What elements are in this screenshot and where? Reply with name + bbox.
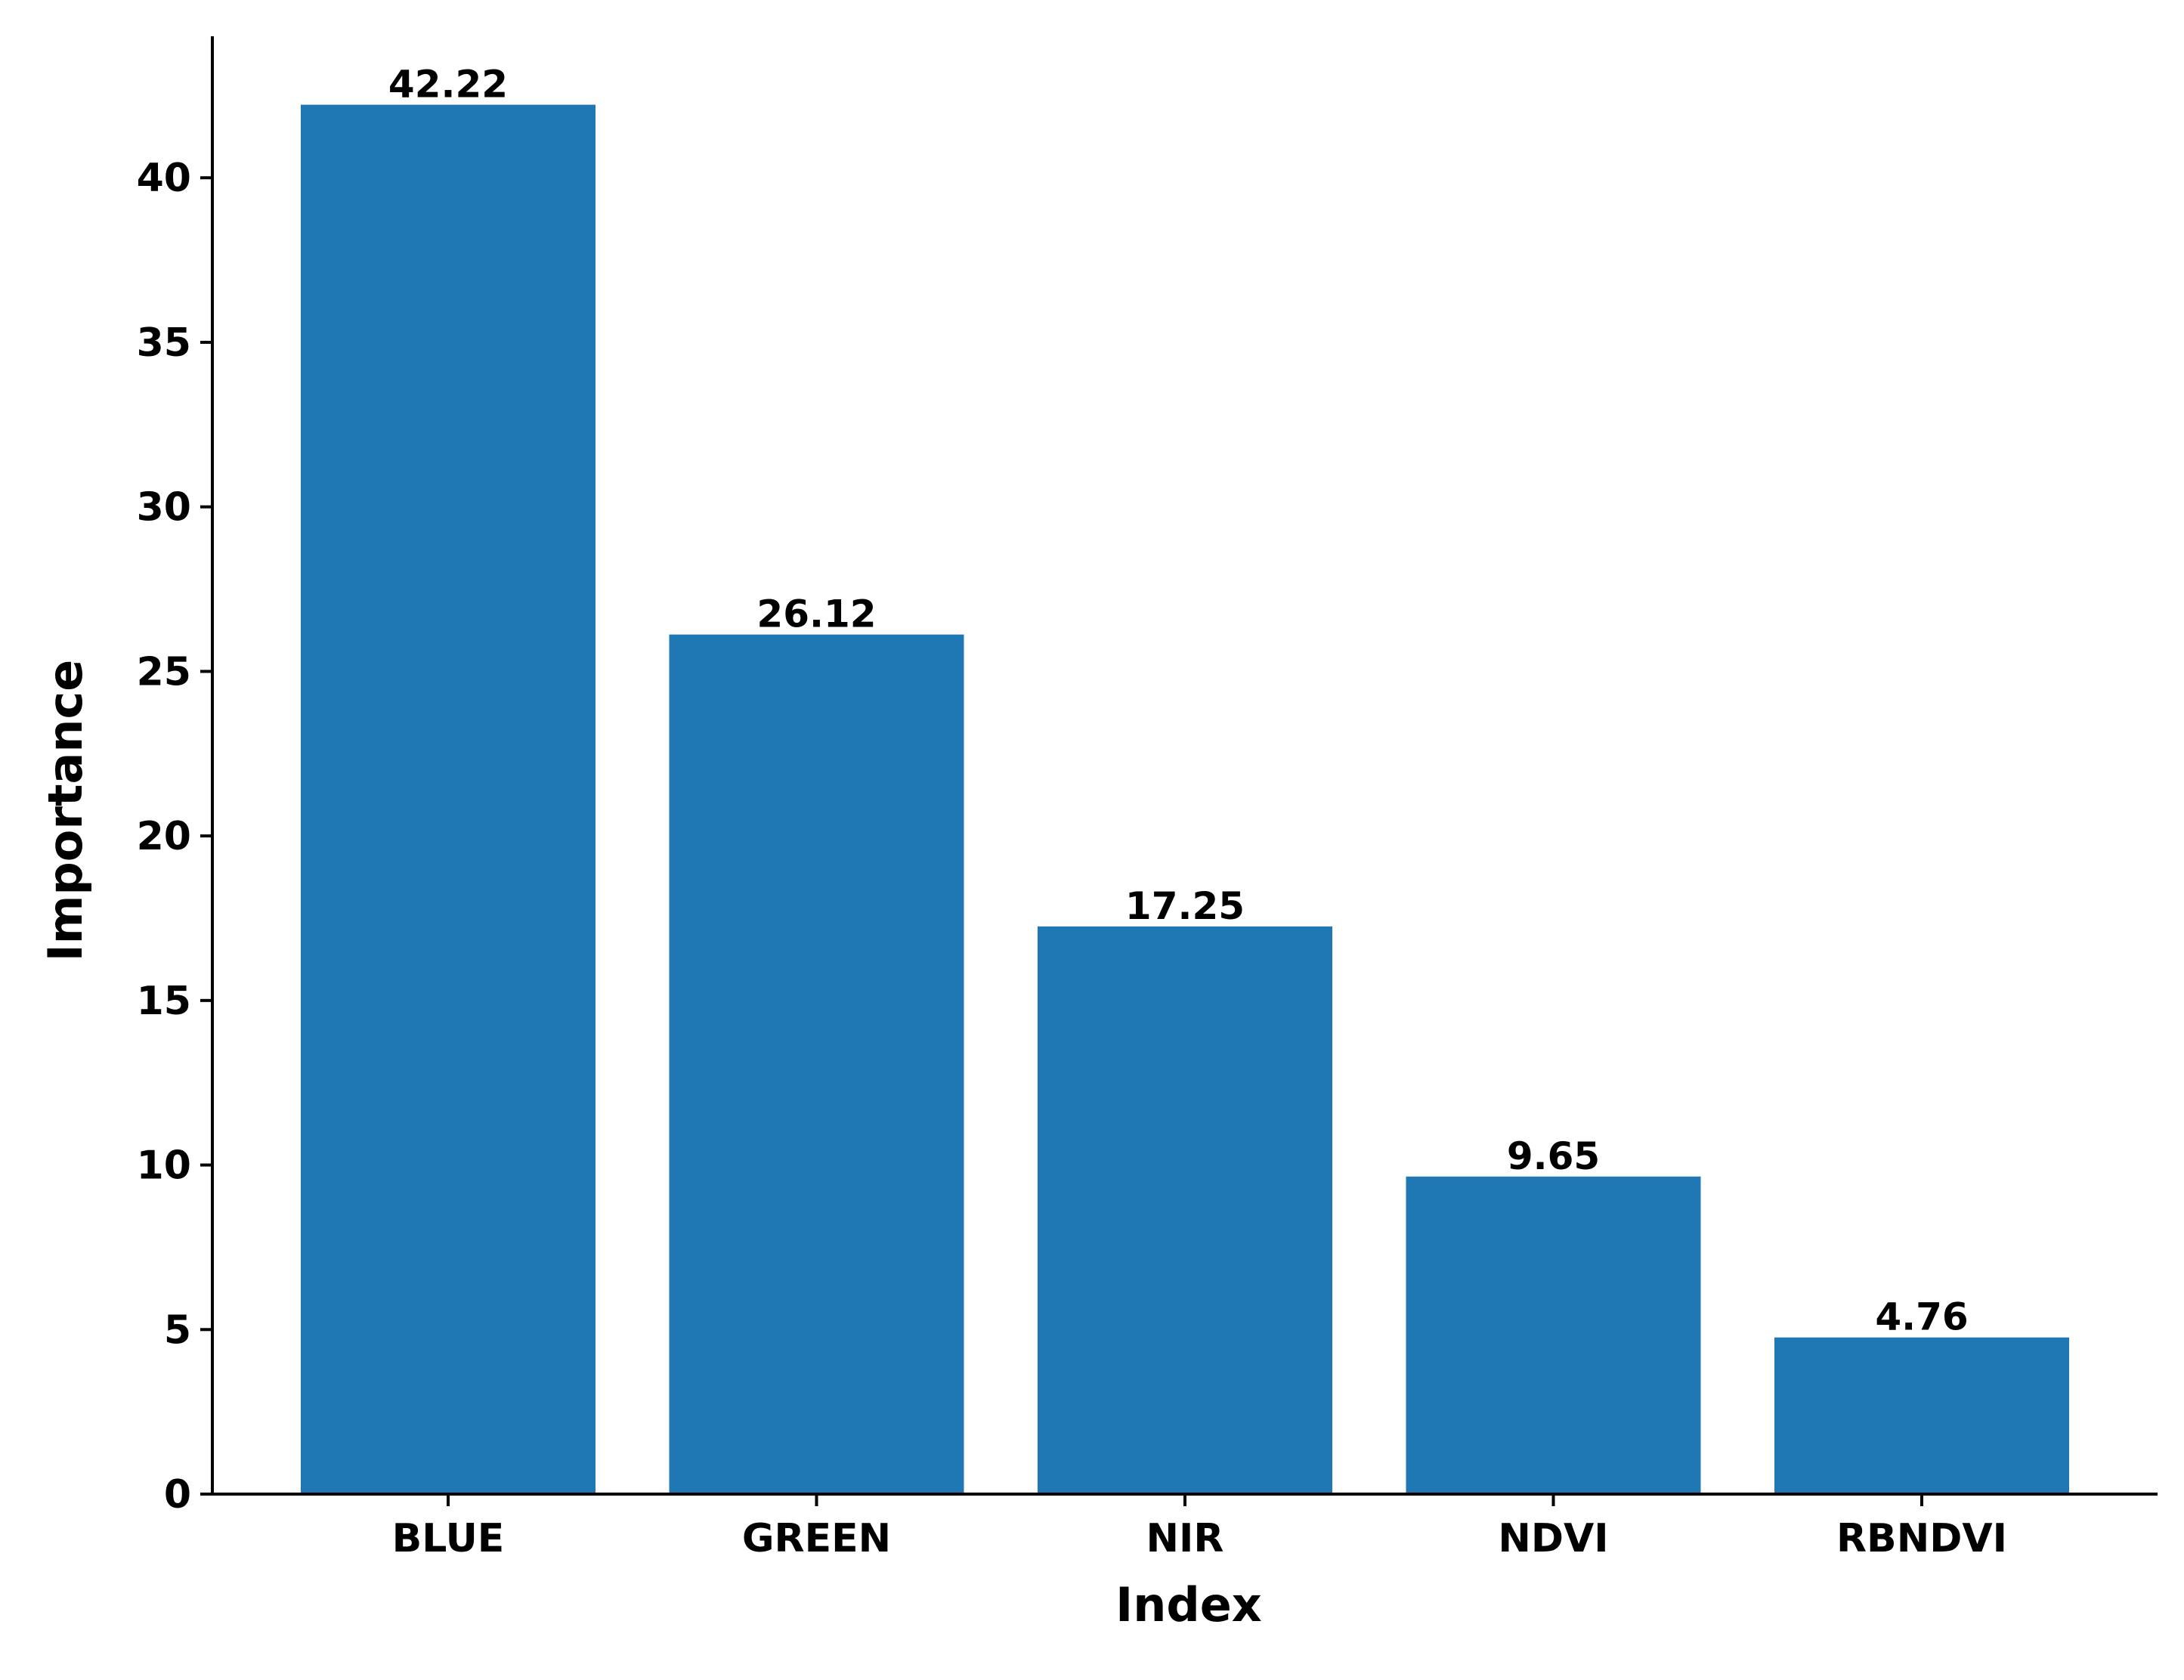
y-axis: 0 5 10 15 20 25 30 35 40 — [137, 36, 214, 1518]
bar-value-label: 42.22 — [388, 63, 508, 107]
y-tick-label: 10 — [137, 1143, 191, 1189]
x-axis-title: Index — [1115, 1577, 1262, 1632]
bar-value-label: 9.65 — [1507, 1134, 1600, 1178]
y-axis-title: Importance — [38, 660, 93, 962]
y-tick-label: 20 — [137, 814, 191, 859]
y-tick-label: 40 — [137, 156, 191, 201]
x-tick-label: NIR — [1146, 1516, 1224, 1561]
bar-value-label: 17.25 — [1125, 884, 1245, 928]
y-tick-label: 25 — [137, 649, 191, 695]
x-tick-label: NDVI — [1498, 1516, 1608, 1561]
bar-green — [669, 634, 964, 1494]
bars-layer — [301, 104, 2069, 1495]
bar-value-label: 4.76 — [1875, 1295, 1968, 1339]
y-ticks: 0 5 10 15 20 25 30 35 40 — [137, 156, 212, 1518]
bar-ndvi — [1406, 1176, 1701, 1494]
bar-rbndvi — [1774, 1337, 2069, 1494]
y-tick-label: 30 — [137, 485, 191, 531]
y-tick-label: 35 — [137, 320, 191, 366]
x-ticks: BLUE GREEN NIR NDVI RBNDVI — [392, 1494, 2007, 1561]
x-tick-label: BLUE — [392, 1516, 505, 1561]
y-tick-label: 0 — [164, 1472, 191, 1518]
bar-nir — [1038, 926, 1332, 1494]
x-tick-label: GREEN — [742, 1516, 891, 1561]
y-tick-label: 5 — [164, 1307, 191, 1353]
x-axis: BLUE GREEN NIR NDVI RBNDVI — [211, 1493, 2158, 1561]
x-tick-label: RBNDVI — [1836, 1516, 2007, 1561]
bar-value-labels: 42.22 26.12 17.25 9.65 4.76 — [388, 63, 1969, 1339]
bar-value-label: 26.12 — [756, 592, 876, 636]
y-tick-label: 15 — [137, 979, 191, 1024]
bar-blue — [301, 104, 595, 1495]
